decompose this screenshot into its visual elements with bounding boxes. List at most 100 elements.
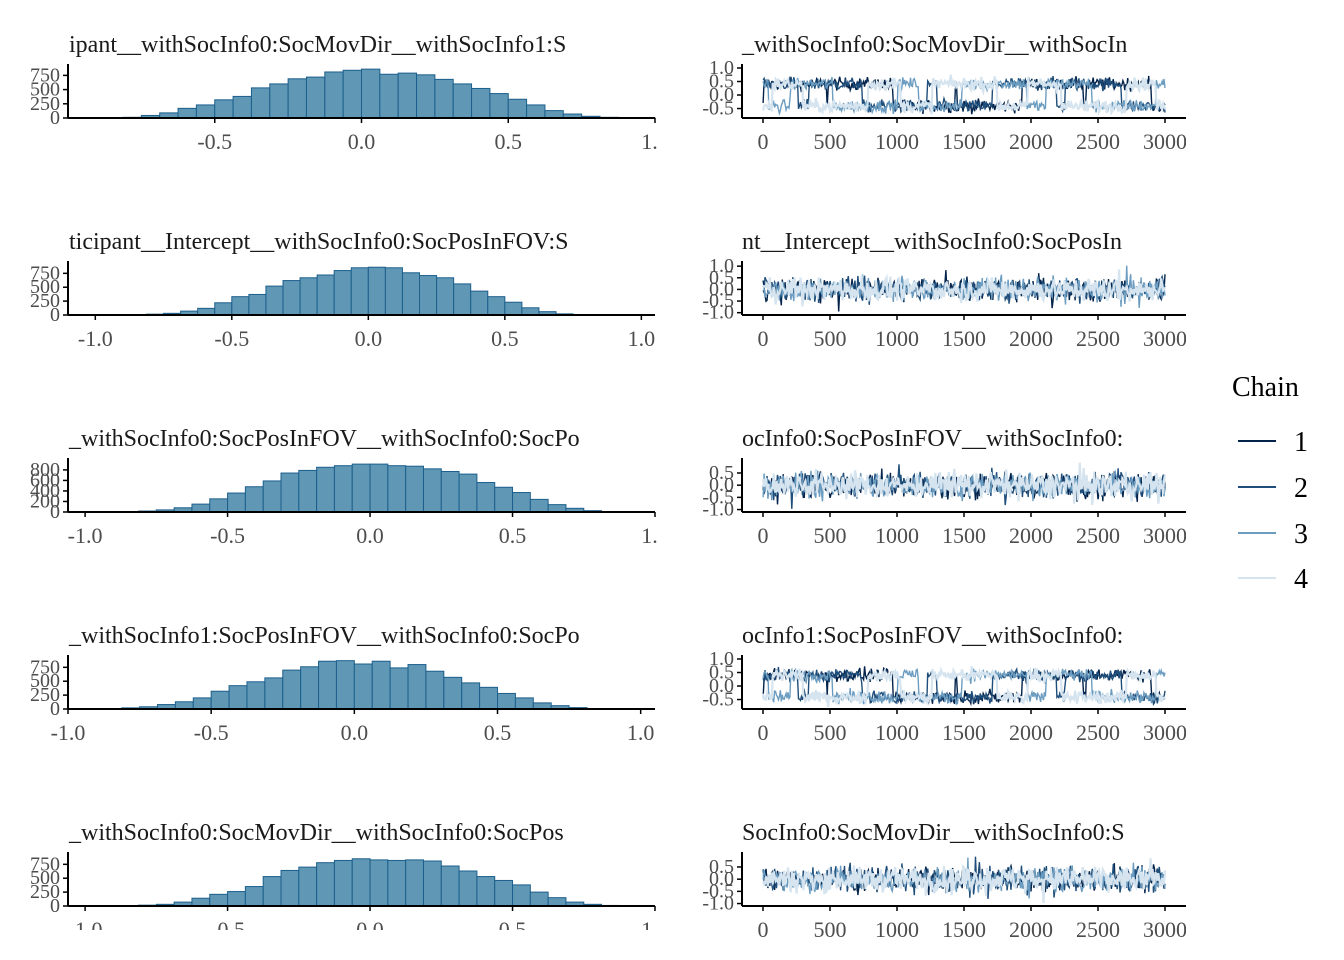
- histogram-bar: [440, 865, 460, 907]
- histogram-bar: [544, 110, 564, 119]
- histogram-bar: [227, 891, 246, 907]
- histogram-bar: [489, 93, 509, 119]
- histogram-bar: [384, 267, 403, 316]
- y-tick-label: 0: [50, 501, 60, 523]
- panel-title: _withSocInfo0:SocPosInFOV__withSocInfo0:…: [68, 426, 580, 452]
- histogram-bar: [244, 886, 264, 907]
- histogram-bar: [401, 272, 421, 316]
- trace-lines: [762, 265, 1166, 312]
- histogram-bar: [547, 504, 567, 513]
- x-tick-label: 2000: [1009, 523, 1053, 548]
- x-tick-label: 0: [758, 523, 769, 548]
- histogram-bar: [191, 897, 211, 907]
- panel-title: _withSocInfo0:SocMovDir__withSocIn: [741, 32, 1127, 58]
- x-tick-label: 0.5: [491, 326, 519, 351]
- x-tick-label: 0.0: [355, 326, 383, 351]
- x-tick-label: -0.5: [210, 917, 245, 942]
- x-tick-label: -0.5: [214, 326, 249, 351]
- histogram-bar: [369, 859, 389, 907]
- y-tick-label: 200: [30, 490, 60, 512]
- y-tick-label: 0.0: [709, 84, 734, 106]
- histogram-bar: [470, 290, 489, 316]
- histogram-bar: [174, 701, 194, 710]
- histogram-bar: [262, 876, 282, 907]
- x-tick-label: 1000: [875, 720, 919, 745]
- x-tick-label: 3000: [1143, 326, 1187, 351]
- histogram-bar: [265, 285, 284, 316]
- y-tick-label: -1.0: [702, 302, 734, 324]
- histogram-bar: [353, 663, 373, 710]
- y-tick-label: 500: [30, 867, 60, 889]
- legend-item-3: 3: [1238, 519, 1308, 550]
- histogram-bar: [287, 78, 307, 119]
- x-tick-label: 0.5: [484, 720, 512, 745]
- y-tick-label: 500: [30, 79, 60, 101]
- trace-line-chain-4: [762, 269, 1166, 307]
- histogram-bar: [371, 660, 391, 710]
- x-tick-label: 1000: [875, 326, 919, 351]
- x-tick-label: 500: [814, 129, 847, 154]
- x-tick-label: -1.0: [78, 326, 113, 351]
- histogram-bar: [282, 669, 302, 710]
- x-tick-label: 1.0: [627, 720, 655, 745]
- x-tick-label: 2500: [1076, 129, 1120, 154]
- histogram-bar: [248, 293, 267, 316]
- histogram-bar: [262, 480, 282, 513]
- x-tick-label: 2000: [1009, 720, 1053, 745]
- histogram-bar: [231, 296, 250, 316]
- histogram-bar: [514, 697, 534, 710]
- histogram-bar: [521, 307, 540, 316]
- traceplot-panel-4: ocInfo1:SocPosInFOV__withSocInfo0:-0.50.…: [702, 623, 1186, 745]
- histogram-bar: [300, 666, 320, 710]
- x-tick-label: 1.0: [641, 917, 669, 942]
- histogram-panel-4: _withSocInfo1:SocPosInFOV__withSocInfo0:…: [30, 623, 655, 745]
- panel-title: ocInfo1:SocPosInFOV__withSocInfo0:: [742, 623, 1123, 649]
- histogram-bar: [316, 862, 335, 907]
- y-tick-label: 1.0: [709, 57, 734, 79]
- legend-label: 2: [1294, 473, 1308, 504]
- legend-label: 1: [1294, 427, 1308, 458]
- x-tick-label: 0.0: [341, 720, 369, 745]
- x-tick-label: 500: [814, 326, 847, 351]
- y-tick-label: 0.5: [709, 267, 734, 289]
- x-tick-label: 1.0: [641, 523, 669, 548]
- histogram-bar: [379, 73, 399, 119]
- y-tick-label: 0: [50, 698, 60, 720]
- x-tick-label: 1000: [875, 917, 919, 942]
- histogram-bar: [298, 469, 318, 513]
- legend-label: 3: [1294, 519, 1308, 550]
- x-tick-label: 1500: [942, 523, 986, 548]
- histogram-bar: [369, 463, 389, 513]
- trace-lines: [762, 462, 1167, 509]
- histogram-bar: [335, 660, 355, 710]
- histogram-bar: [316, 274, 335, 316]
- y-tick-label: 750: [30, 656, 60, 678]
- x-tick-label: 1500: [942, 326, 986, 351]
- x-tick-label: 2500: [1076, 523, 1120, 548]
- histogram-bar: [453, 283, 472, 316]
- trace-line-chain-4: [762, 665, 1166, 708]
- panel-title: _withSocInfo0:SocMovDir__withSocInfo0:So…: [68, 820, 564, 846]
- histogram-bar: [269, 83, 289, 119]
- y-tick-label: 0.0: [709, 278, 734, 300]
- histogram-bar: [471, 87, 491, 119]
- y-tick-label: 500: [30, 670, 60, 692]
- y-tick-label: 600: [30, 469, 60, 491]
- x-tick-label: 0.5: [499, 523, 527, 548]
- histogram-bar: [280, 472, 300, 513]
- histogram-bar: [387, 465, 407, 513]
- trace-line-chain-1: [762, 468, 1166, 505]
- histogram-bar: [351, 858, 371, 907]
- x-tick-label: 0.5: [499, 917, 527, 942]
- histogram-bar: [209, 498, 229, 513]
- histogram-bar: [350, 267, 369, 316]
- y-tick-label: 0.5: [709, 462, 734, 484]
- trace-line-chain-4: [762, 74, 1167, 116]
- x-tick-label: 3000: [1143, 523, 1187, 548]
- histogram-panel-1: ipant__withSocInfo0:SocMovDir__withSocIn…: [30, 32, 658, 154]
- histogram-bar: [246, 681, 266, 710]
- histogram-bar: [405, 859, 424, 907]
- histogram-bar: [461, 682, 481, 710]
- x-tick-label: 0.0: [356, 523, 384, 548]
- y-tick-label: 0.5: [709, 662, 734, 684]
